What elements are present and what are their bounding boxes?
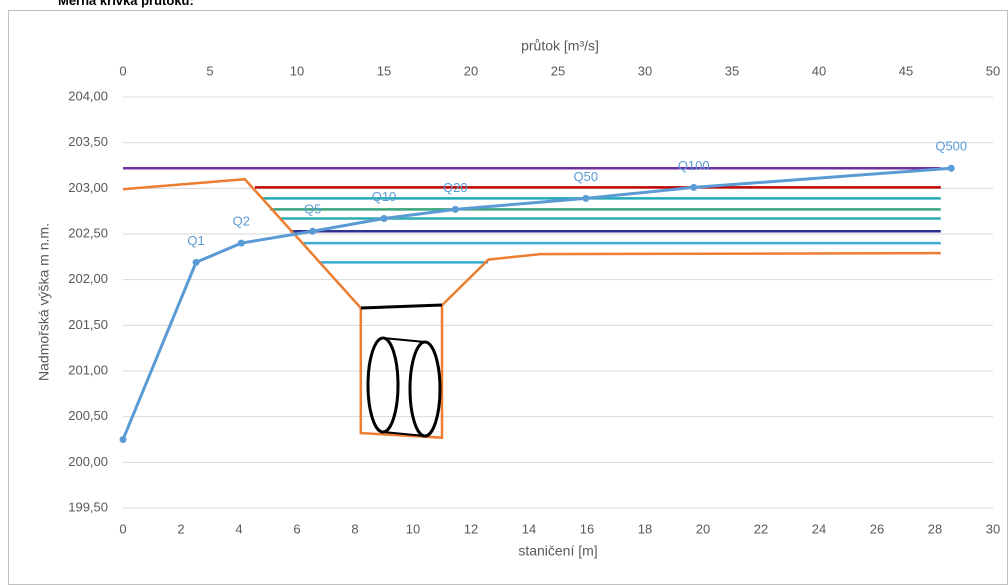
point xyxy=(582,194,590,202)
point xyxy=(380,214,388,222)
x-tick-label: 18 xyxy=(638,521,652,536)
y-tick-label: 199,50 xyxy=(68,499,108,514)
y-tick-label: 203,50 xyxy=(68,134,108,149)
y-tick-label: 202,00 xyxy=(68,271,108,286)
x-tick-label: 0 xyxy=(119,521,126,536)
point xyxy=(690,183,698,191)
x-tick-label: 24 xyxy=(812,521,826,536)
x-tick-label: 16 xyxy=(580,521,594,536)
x-tick-label: 30 xyxy=(986,521,1000,536)
x2-tick-label: 5 xyxy=(206,63,213,78)
point xyxy=(947,164,955,172)
x-tick-label: 12 xyxy=(464,521,478,536)
culvert-top xyxy=(360,303,443,310)
y-tick-label: 200,50 xyxy=(68,408,108,423)
point xyxy=(451,205,459,213)
x2-tick-label: 15 xyxy=(377,63,391,78)
x2-axis-label: průtok [m³/s] xyxy=(521,38,599,54)
point-label: Q100 xyxy=(678,158,710,173)
plot: Q1 Q2 Q5 Q10 Q20 Q50 Q100 Q500 xyxy=(119,96,993,509)
culvert-ring xyxy=(366,336,400,434)
y-tick-label: 202,50 xyxy=(68,225,108,240)
point-label: Q1 xyxy=(187,233,204,248)
point xyxy=(309,227,317,235)
x-tick-label: 26 xyxy=(870,521,884,536)
y-tick-label: 204,00 xyxy=(68,88,108,103)
x-tick-label: 2 xyxy=(177,521,184,536)
y-tick-label: 200,00 xyxy=(68,454,108,469)
point-label: Q20 xyxy=(443,180,468,195)
culvert-edge xyxy=(382,431,426,437)
point xyxy=(192,258,200,266)
point-label: Q2 xyxy=(233,214,250,229)
point xyxy=(237,239,245,247)
series-line xyxy=(122,177,941,439)
x-tick-label: 8 xyxy=(351,521,358,536)
point xyxy=(119,436,127,443)
x2-tick-label: 10 xyxy=(290,63,304,78)
x-tick-label: 10 xyxy=(406,521,420,536)
culvert-edge xyxy=(382,337,426,343)
point-label: Q10 xyxy=(372,189,397,204)
point-label: Q500 xyxy=(935,139,967,154)
point-label: Q5 xyxy=(304,202,321,217)
x-tick-label: 28 xyxy=(928,521,942,536)
y-tick-label: 203,00 xyxy=(68,180,108,195)
culvert-sketch xyxy=(360,303,443,438)
x-tick-label: 22 xyxy=(754,521,768,536)
y-tick-label: 201,00 xyxy=(68,362,108,377)
x2-tick-label: 35 xyxy=(725,63,739,78)
chart-title: Měrná křivka průtoku: xyxy=(58,0,194,8)
y-tick-label: 201,50 xyxy=(68,317,108,332)
x2-tick-label: 40 xyxy=(812,63,826,78)
point-label: Q50 xyxy=(574,169,599,184)
x-axis-label: staničení [m] xyxy=(518,543,597,559)
x2-tick-label: 30 xyxy=(638,63,652,78)
culvert-ring xyxy=(408,340,442,438)
x-tick-label: 20 xyxy=(696,521,710,536)
x2-tick-label: 50 xyxy=(986,63,1000,78)
x2-tick-label: 25 xyxy=(551,63,565,78)
x-tick-label: 6 xyxy=(293,521,300,536)
x2-tick-label: 45 xyxy=(899,63,913,78)
x2-tick-label: 0 xyxy=(119,63,126,78)
x-tick-label: 14 xyxy=(522,521,536,536)
y-axis-label: Nadmořská výška m n.m. xyxy=(36,223,52,381)
x2-tick-label: 20 xyxy=(464,63,478,78)
x-tick-label: 4 xyxy=(235,521,242,536)
